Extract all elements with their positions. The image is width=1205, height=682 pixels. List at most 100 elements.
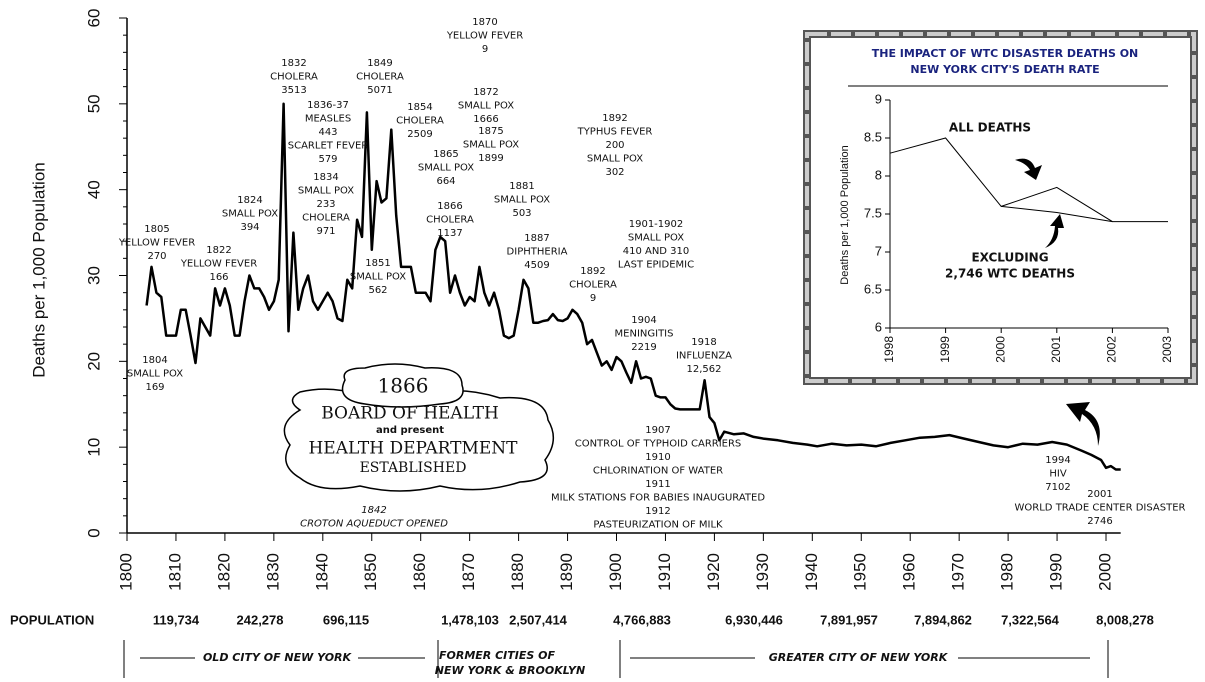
annotation: 1994: [1045, 455, 1070, 466]
annotation: 233: [316, 199, 335, 210]
x-tick-label: 2000: [1095, 553, 1114, 591]
annotation: 1804: [142, 355, 167, 366]
inset-line: [889, 137, 1168, 223]
annotation: 1870: [472, 17, 497, 28]
annotation: SMALL POX: [458, 101, 514, 112]
annotation: 1907: [645, 425, 670, 436]
annotation: LAST EPIDEMIC: [618, 260, 694, 271]
annotation: 2509: [407, 129, 432, 140]
annotation: 2219: [631, 342, 656, 353]
x-tick-label: 1960: [900, 553, 919, 591]
x-tick-label: 1980: [998, 553, 1017, 591]
population-value: 7,894,862: [914, 612, 972, 627]
annotation: YELLOW FEVER: [118, 238, 195, 249]
annotation: SCARLET FEVER: [288, 141, 369, 152]
annotation: YELLOW FEVER: [446, 31, 523, 42]
annotation: 1865: [433, 149, 458, 160]
inset-y-label: Deaths per 1,000 Population: [839, 145, 851, 284]
arrow-icon: [1045, 214, 1064, 248]
inset-title: NEW YORK CITY'S DEATH RATE: [910, 63, 1099, 76]
y-axis-label: Deaths per 1,000 Population: [29, 162, 48, 378]
annotation: SMALL POX: [127, 369, 183, 380]
health-text: and present: [376, 425, 444, 436]
inset-x-tick-label: 1998: [882, 336, 896, 363]
annotation: WORLD TRADE CENTER DISASTER: [1015, 503, 1186, 514]
annotation: PASTEURIZATION OF MILK: [593, 520, 723, 531]
annotation: CROTON AQUEDUCT OPENED: [300, 519, 448, 530]
y-tick-label: 40: [84, 180, 103, 199]
annotation: 1851: [365, 258, 390, 269]
annotation: 562: [368, 285, 387, 296]
inset-x-tick-label: 2003: [1160, 336, 1174, 363]
death-rate-line: [145, 102, 1121, 471]
annotation: CHOLERA: [396, 116, 444, 127]
inset-x-tick-label: 2001: [1049, 336, 1063, 363]
annotation: 1849: [367, 58, 392, 69]
annotation: 1912: [645, 506, 670, 517]
annotation: 1137: [437, 228, 462, 239]
annotation: 166: [209, 272, 228, 283]
era-lines: [123, 640, 1109, 678]
annotation: 4509: [524, 260, 549, 271]
annotation: 1904: [631, 315, 656, 326]
x-tick-label: 1840: [312, 553, 331, 591]
annotation: 1887: [524, 233, 549, 244]
inset-y-tick-label: 8: [875, 167, 882, 182]
annotation: 169: [145, 382, 164, 393]
population-value: 242,278: [237, 612, 284, 627]
population-value: 2,507,414: [509, 612, 568, 627]
annotation: 1901-1902: [629, 219, 684, 230]
annotation: 1836-37: [307, 100, 349, 111]
annotation: 1834: [313, 172, 338, 183]
era-label: OLD CITY OF NEW YORK: [203, 651, 353, 664]
annotation: 1899: [478, 153, 503, 164]
annotation: 1832: [281, 58, 306, 69]
annotation: CHOLERA: [356, 72, 404, 83]
annotation: CHLORINATION OF WATER: [593, 466, 723, 477]
annotation: 1824: [237, 195, 262, 206]
y-tick-label: 20: [84, 352, 103, 371]
inset-frame: [803, 30, 1198, 385]
x-tick-label: 1880: [508, 553, 527, 591]
x-tick-label: 1930: [753, 553, 772, 591]
x-tick-label: 1810: [165, 553, 184, 591]
population-value: 7,891,957: [820, 612, 878, 627]
inset-x-tick-label: 2000: [993, 336, 1007, 363]
annotation: 302: [605, 167, 624, 178]
annotation: 1666: [473, 114, 498, 125]
annotation: SMALL POX: [463, 140, 519, 151]
era-label: FORMER CITIES OF: [439, 649, 555, 662]
arrow-icon: [1015, 158, 1042, 180]
inset-line: [1001, 205, 1113, 223]
y-tick-label: 30: [84, 266, 103, 285]
inset-x-tick-label: 2002: [1105, 336, 1119, 363]
x-tick-label: 1990: [1047, 553, 1066, 591]
annotation: SMALL POX: [418, 163, 474, 174]
annotation: 1842: [361, 505, 386, 516]
annotation: 200: [605, 140, 624, 151]
annotation: 1866: [437, 201, 462, 212]
annotation: SMALL POX: [350, 272, 406, 283]
annotation: MEASLES: [305, 114, 351, 125]
annotation: 394: [240, 222, 259, 233]
x-tick-label: 1860: [410, 553, 429, 591]
annotation: 1881: [509, 181, 534, 192]
y-tick-label: 0: [84, 528, 103, 537]
annotation: DIPHTHERIA: [507, 247, 568, 258]
annotation: 503: [512, 208, 531, 219]
annotation: 1872: [473, 87, 498, 98]
annotation: 664: [436, 176, 455, 187]
health-text: BOARD OF HEALTH: [321, 404, 499, 424]
annotation: 9: [590, 293, 596, 304]
y-tick-label: 10: [84, 438, 103, 457]
x-tick-label: 1940: [802, 553, 821, 591]
era-label: NEW YORK & BROOKLYN: [435, 664, 585, 677]
annotation: SMALL POX: [222, 209, 278, 220]
annotation: 1875: [478, 126, 503, 137]
annotation: 1892: [602, 113, 627, 124]
annotation: 971: [316, 226, 335, 237]
annotation: SMALL POX: [628, 233, 684, 244]
y-tick-label: 60: [84, 9, 103, 28]
annotation: 270: [147, 251, 166, 262]
